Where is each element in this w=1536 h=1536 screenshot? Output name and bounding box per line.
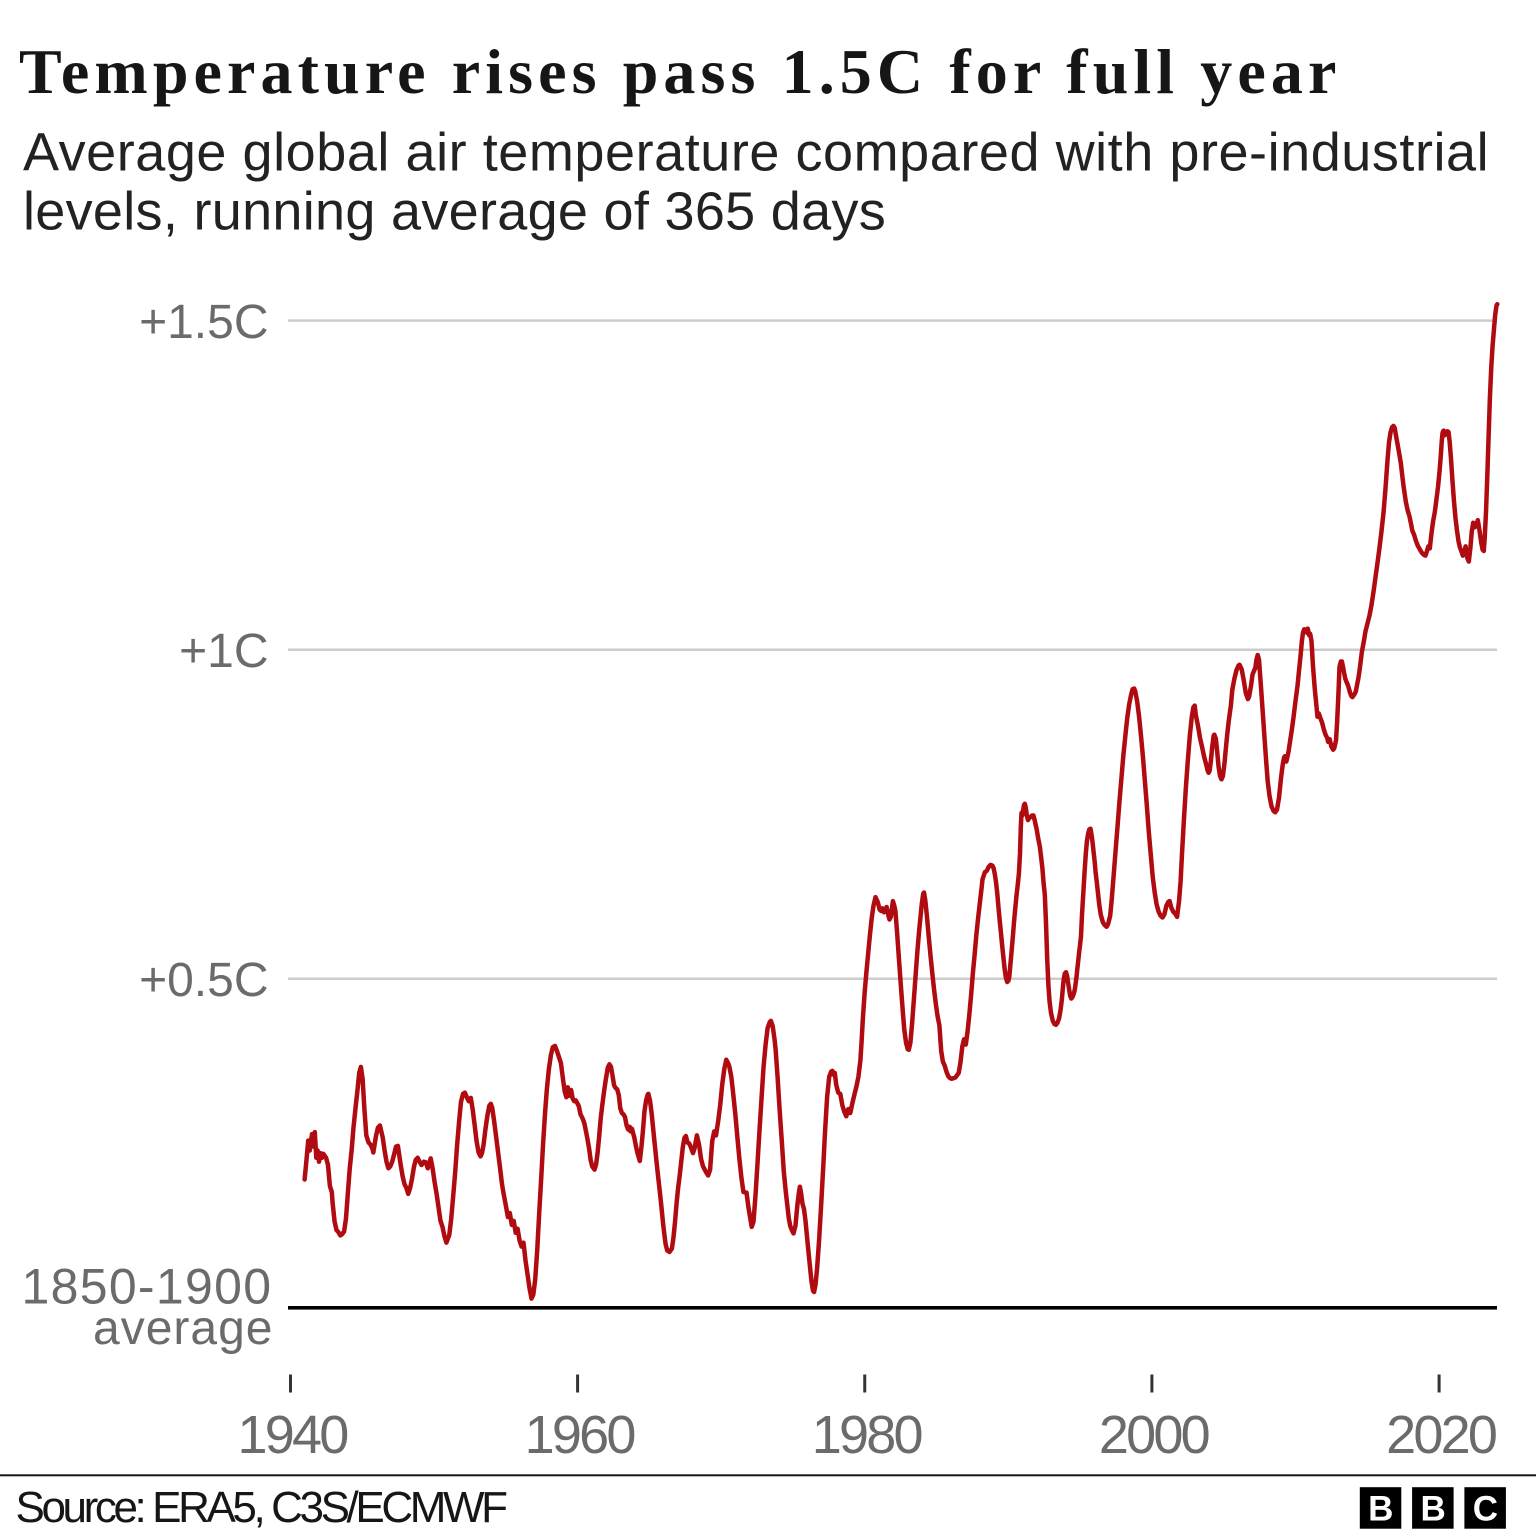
svg-text:+0.5C: +0.5C <box>139 954 268 1007</box>
svg-text:Average global air temperature: Average global air temperature compared … <box>23 123 1489 183</box>
svg-text:B: B <box>1420 1490 1445 1529</box>
svg-text:+1.5C: +1.5C <box>139 296 268 349</box>
svg-text:average: average <box>93 1302 273 1355</box>
svg-text:1960: 1960 <box>525 1405 635 1465</box>
svg-text:1980: 1980 <box>812 1405 922 1465</box>
svg-text:2000: 2000 <box>1099 1405 1209 1465</box>
svg-text:Source: ERA5, C3S/ECMWF: Source: ERA5, C3S/ECMWF <box>16 1483 508 1532</box>
svg-text:1850-1900: 1850-1900 <box>22 1259 273 1315</box>
svg-text:2020: 2020 <box>1386 1405 1496 1465</box>
svg-text:1940: 1940 <box>238 1405 348 1465</box>
svg-text:B: B <box>1368 1490 1393 1529</box>
svg-text:levels, running average of 365: levels, running average of 365 days <box>23 182 886 242</box>
svg-text:C: C <box>1473 1490 1498 1529</box>
svg-text:+1C: +1C <box>179 625 268 678</box>
svg-text:Temperature rises pass 1.5C fo: Temperature rises pass 1.5C for full yea… <box>19 36 1341 107</box>
